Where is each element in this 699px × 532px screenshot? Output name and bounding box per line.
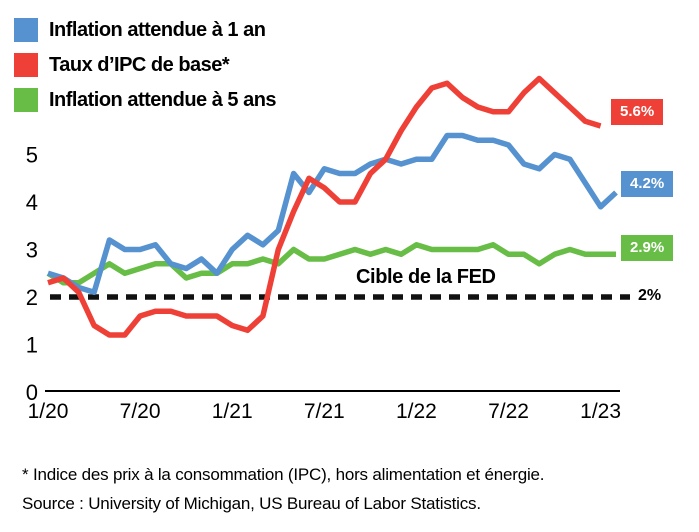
y-tick-label-0: 0	[26, 380, 38, 405]
red-square-icon	[14, 53, 38, 77]
x-tick-label-7-21: 7/21	[304, 400, 345, 423]
green-square-icon	[14, 88, 38, 112]
legend-label-core-cpi: Taux d’IPC de base*	[49, 53, 230, 76]
target-value-label: 2%	[638, 287, 662, 304]
blue-square-icon	[14, 18, 38, 42]
x-tick-label-7-20: 7/20	[120, 400, 161, 423]
legend: Inflation attendue à 1 an Taux d’IPC de …	[14, 18, 277, 112]
x-tick-label-1-23: 1/23	[580, 400, 621, 423]
value-badge-core-cpi: 5.6%	[611, 99, 664, 125]
value-badge-1yr-expected: 4.2%	[621, 171, 674, 197]
y-tick-label-3: 3	[26, 238, 38, 263]
y-tick-label-1: 1	[26, 333, 38, 358]
footnote-source: Source : University of Michigan, US Bure…	[22, 494, 481, 514]
y-tick-label-4: 4	[26, 190, 38, 215]
legend-label-5yr-expected: Inflation attendue à 5 ans	[49, 88, 277, 111]
x-tick-label-7-22: 7/22	[488, 400, 529, 423]
x-tick-label-1-20: 1/20	[28, 400, 69, 423]
series-line-0	[47, 132, 618, 296]
legend-item-5yr-expected: Inflation attendue à 5 ans	[14, 88, 277, 112]
y-tick-label-5: 5	[26, 143, 38, 168]
series-line-1	[47, 75, 602, 338]
footnotes: * Indice des prix à la consommation (IPC…	[22, 460, 545, 518]
y-tick-label-2: 2	[26, 285, 38, 310]
value-badge-5yr-expected: 2.9%	[621, 235, 674, 261]
x-tick-label-1-22: 1/22	[396, 400, 437, 423]
fed-target-label: Cible de la FED	[356, 266, 496, 288]
legend-item-1yr-expected: Inflation attendue à 1 an	[14, 18, 276, 42]
legend-label-1yr-expected: Inflation attendue à 1 an	[49, 18, 266, 41]
series-line-2	[46, 242, 616, 286]
x-tick-label-1-21: 1/21	[212, 400, 253, 423]
footnote-ipc: * Indice des prix à la consommation (IPC…	[22, 465, 545, 484]
legend-item-core-cpi: Taux d’IPC de base*	[14, 53, 276, 77]
